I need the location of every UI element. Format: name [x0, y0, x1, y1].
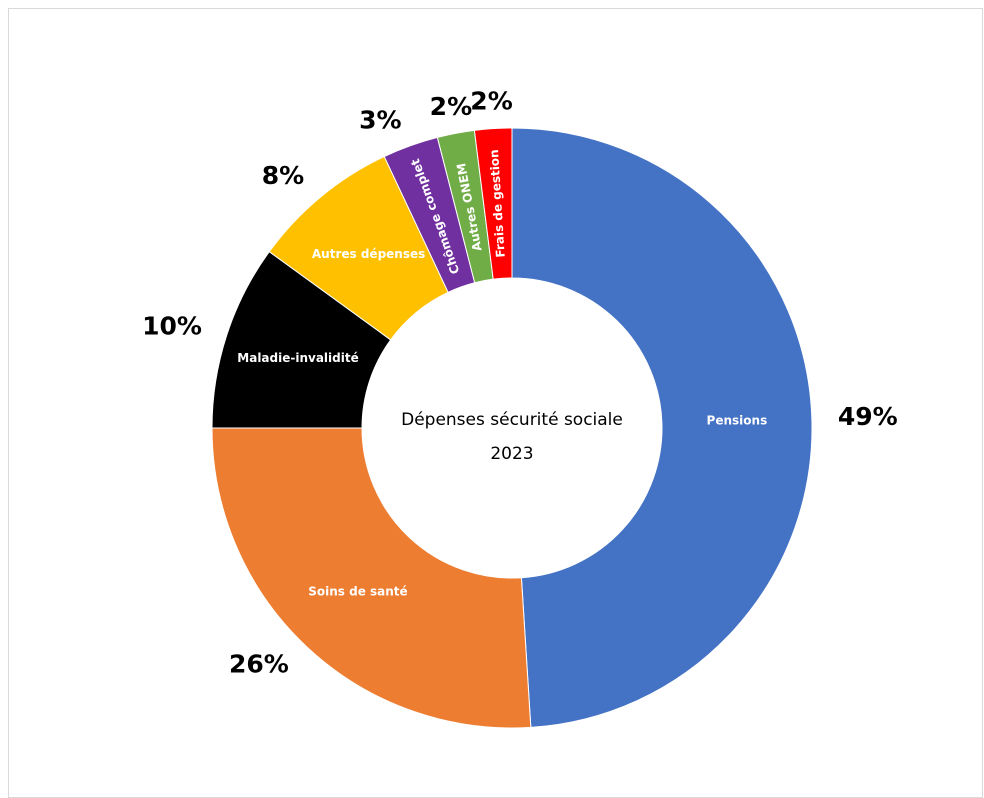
segment-label-frais-de-gestion: Frais de gestion: [487, 149, 508, 258]
percent-label-frais-de-gestion: 2%: [470, 87, 512, 116]
percent-label-soins-de-sante: 26%: [229, 650, 289, 679]
donut-segments: [211, 127, 813, 729]
percent-label-chomage-complet: 3%: [359, 105, 401, 134]
segment-label-soins-de-sante: Soins de santé: [308, 585, 407, 599]
percent-label-autres-onem: 2%: [430, 92, 472, 121]
segment-soins-de-sante: [211, 427, 532, 729]
segment-label-maladie-invalidite: Maladie-invalidité: [237, 351, 358, 365]
segment-pensions: [511, 127, 813, 728]
percent-label-pensions: 49%: [838, 402, 898, 431]
percent-label-autres-depenses: 8%: [262, 161, 304, 190]
percent-label-maladie-invalidite: 10%: [142, 311, 202, 340]
chart-title: Dépenses sécurité sociale: [401, 410, 623, 430]
segment-label-pensions: Pensions: [707, 413, 768, 427]
chart-subtitle: 2023: [490, 444, 533, 464]
segment-label-autres-depenses: Autres dépenses: [312, 247, 425, 261]
segment-frais-de-gestion: [473, 127, 513, 280]
percent-labels: 49% 26% 10% 8% 3% 2%2%: [142, 87, 898, 679]
